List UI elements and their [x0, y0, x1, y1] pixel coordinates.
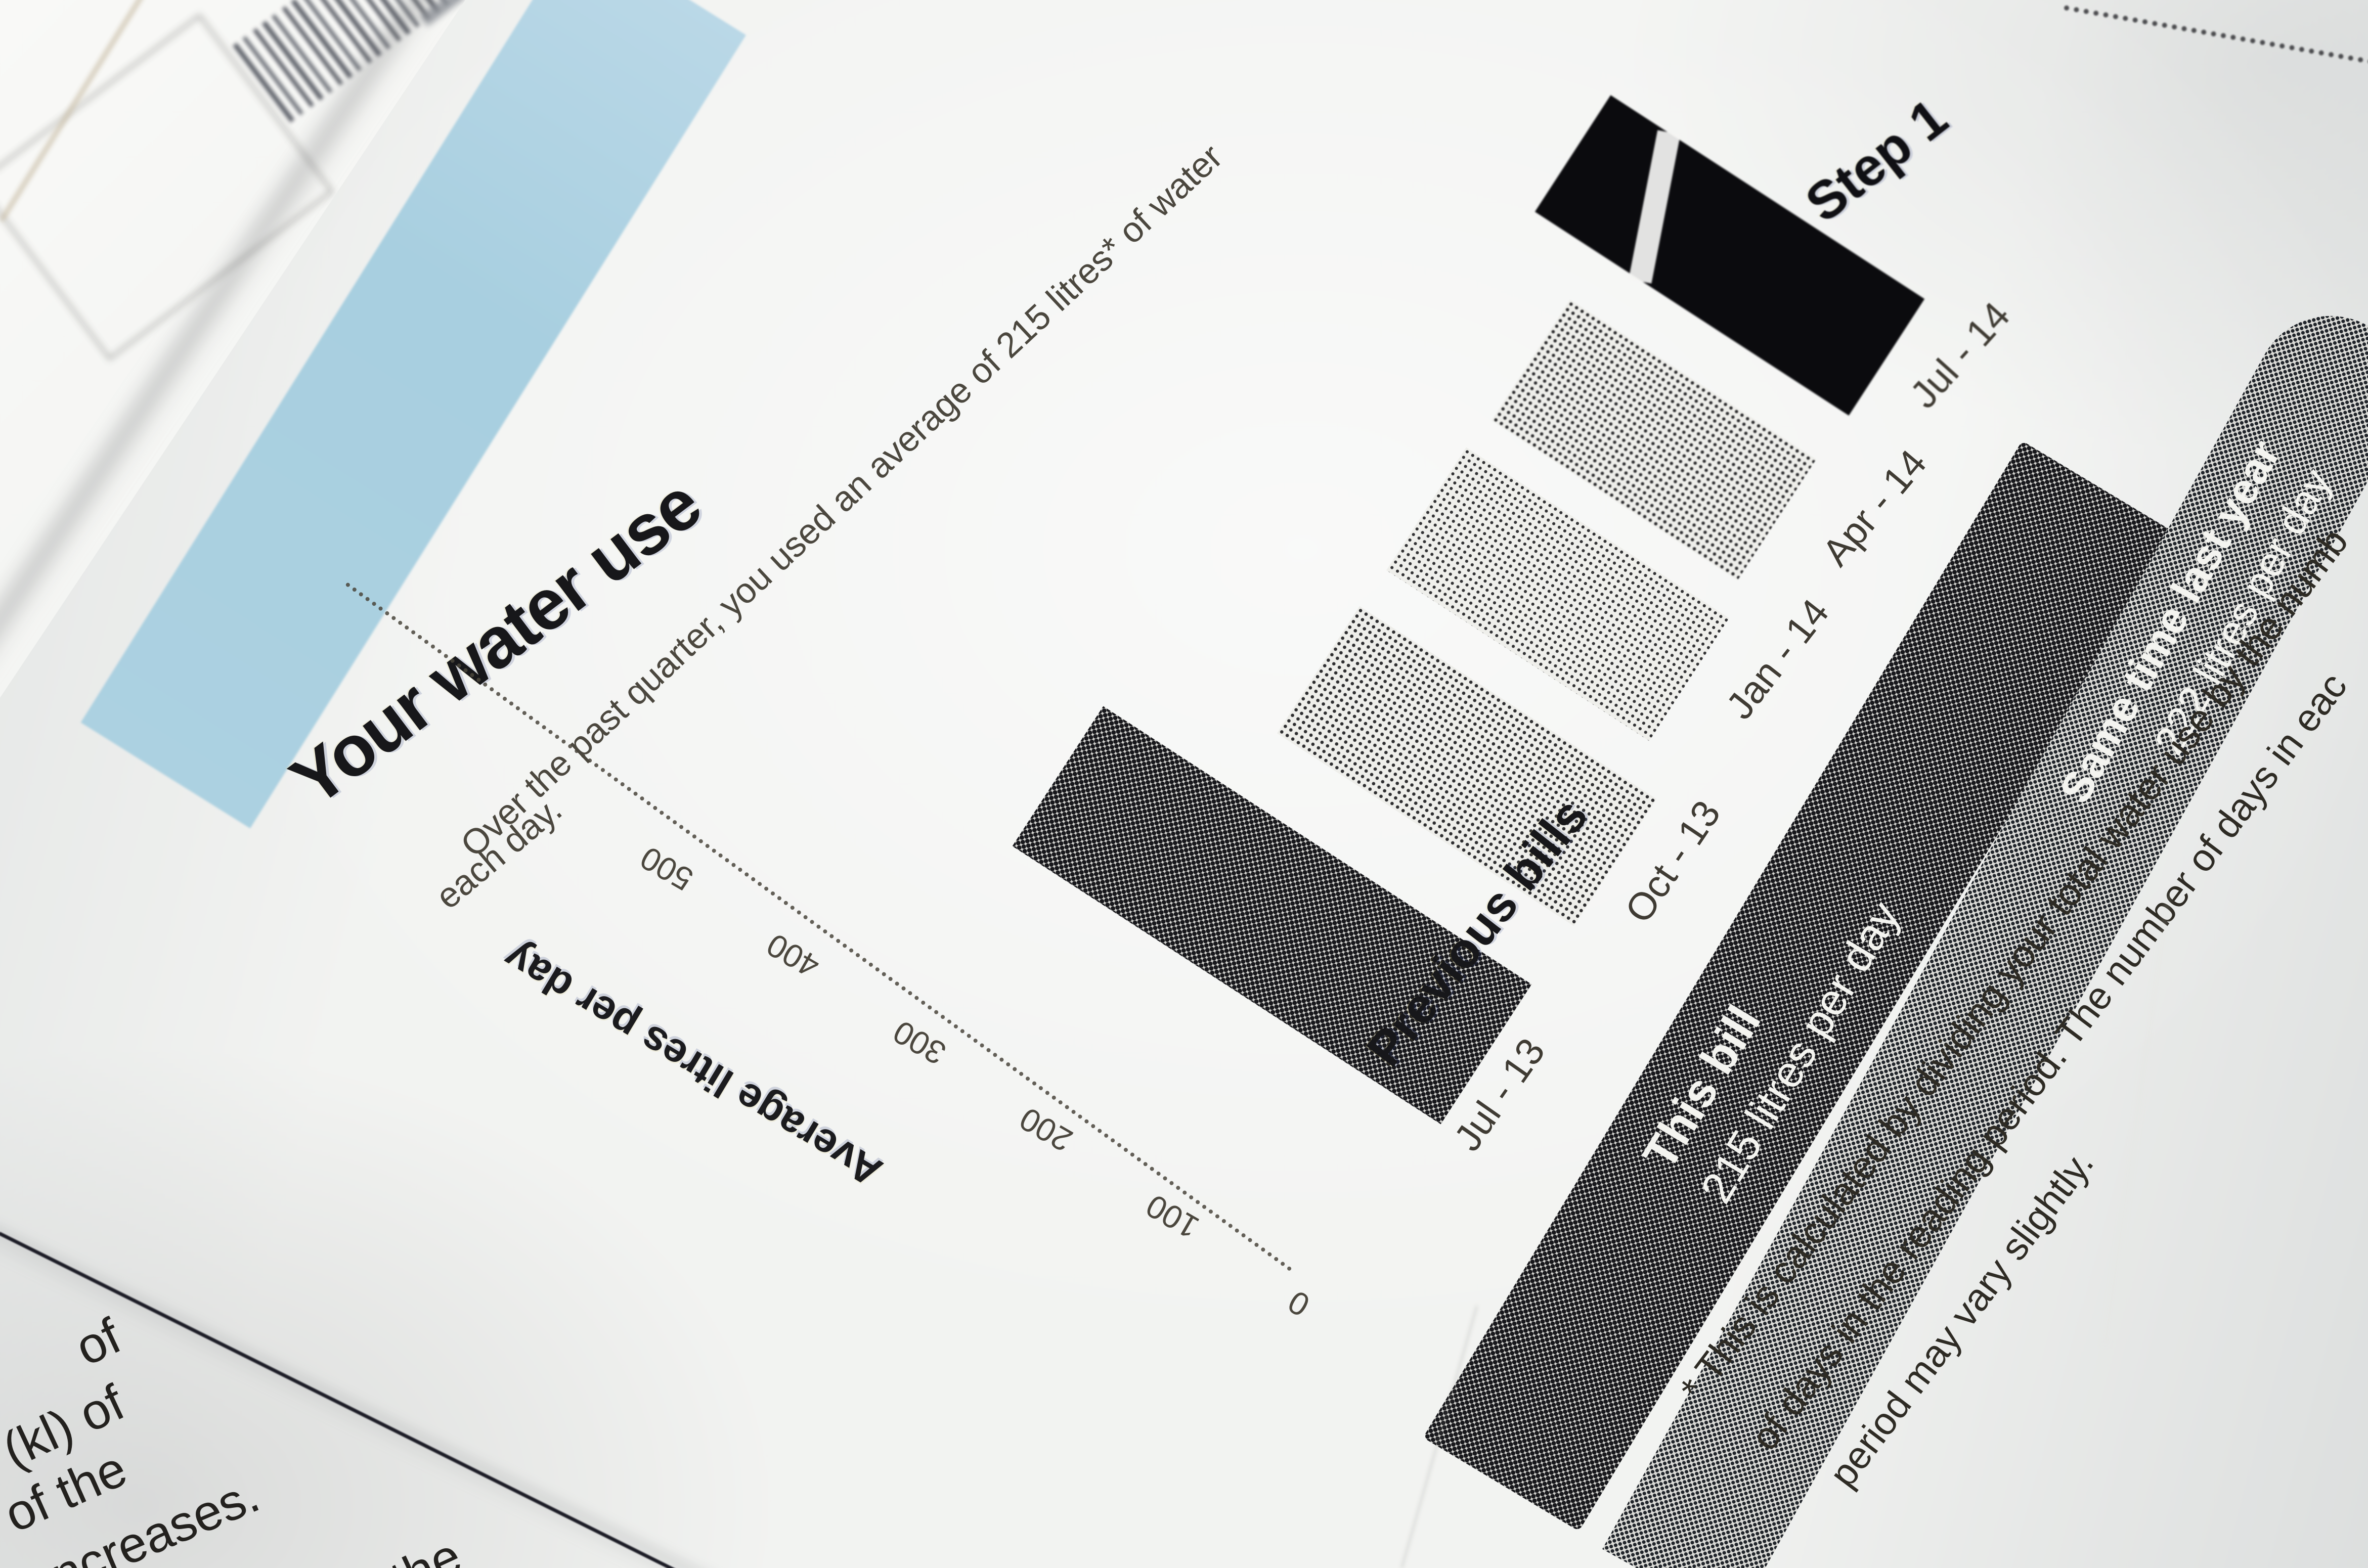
lower-sheet-edge-shadow: [0, 1211, 811, 1568]
axis-tick-0: 0: [1282, 1283, 1316, 1324]
axis-tick-100: 100: [1139, 1187, 1205, 1246]
step-1-label: Step 1: [1794, 87, 1958, 234]
category-label-jan-14: Jan - 14: [1718, 591, 1837, 727]
axis-tick-400: 400: [760, 926, 826, 985]
text-fragment-the: the: [382, 1527, 470, 1568]
category-label-jul-14: Jul - 14: [1902, 294, 2019, 417]
axis-tick-300: 300: [887, 1013, 952, 1072]
category-label-apr-14: Apr - 14: [1814, 441, 1935, 574]
axis-tick-500: 500: [634, 839, 699, 898]
axis-title: Average litres per day: [496, 933, 890, 1196]
bar-highlight-notch: [1629, 130, 1681, 284]
perforation-dots: [2064, 5, 2368, 65]
